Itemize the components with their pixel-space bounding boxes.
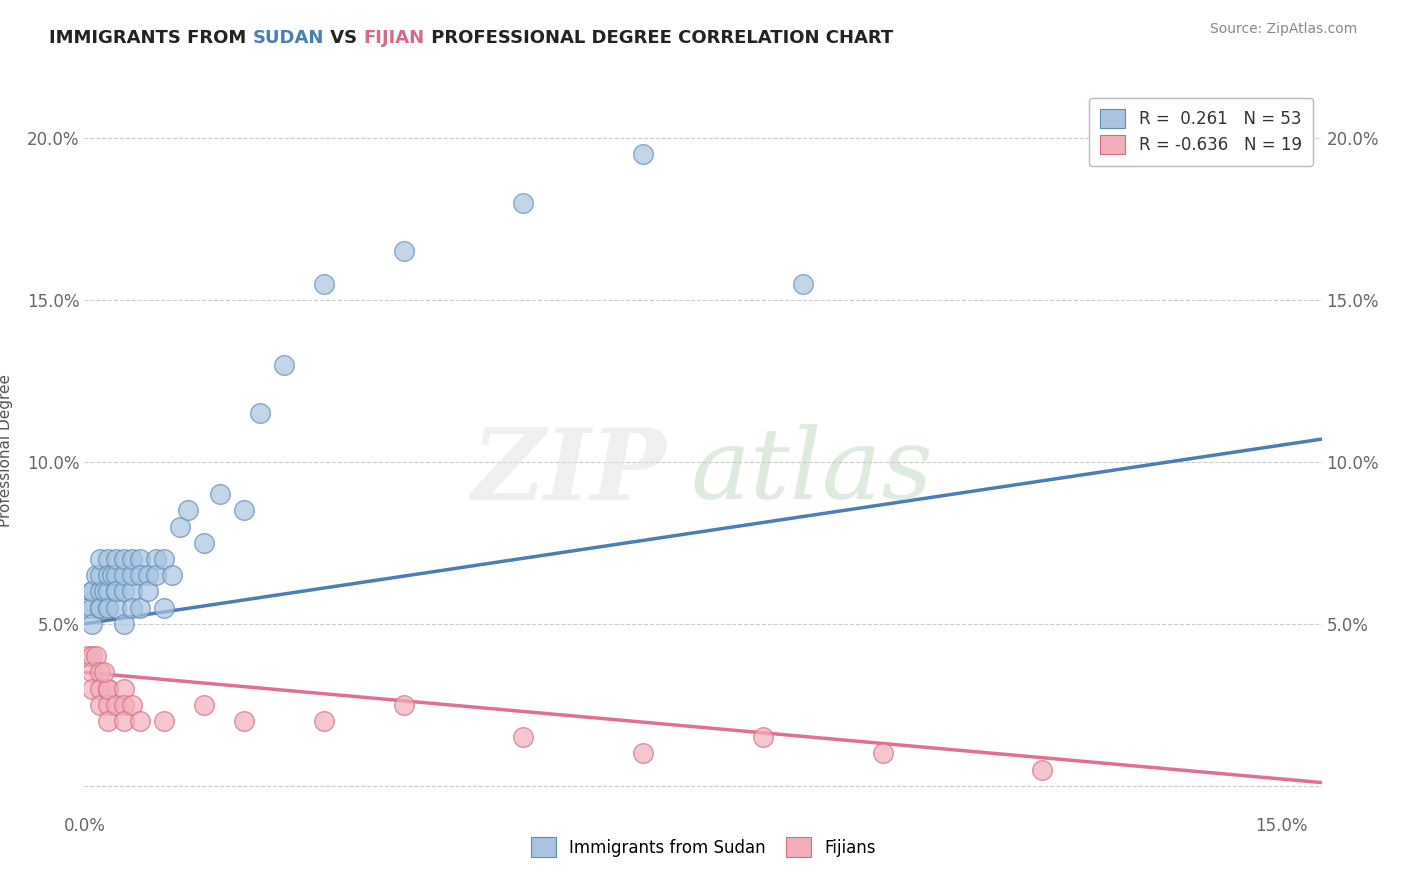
Point (129, 552, 152, 566)
Text: atlas: atlas (690, 425, 934, 520)
Point (89, 665, 111, 680)
Point (177, 503, 200, 517)
Point (273, 358, 295, 372)
Point (193, 698, 215, 712)
Point (112, 698, 135, 712)
Point (145, 568, 167, 582)
Point (121, 698, 143, 712)
Point (121, 568, 143, 582)
Point (129, 714, 152, 728)
Point (101, 568, 124, 582)
Point (97, 568, 120, 582)
Point (752, 730, 775, 744)
Point (105, 698, 128, 712)
Point (392, 698, 415, 712)
Point (82, 681, 104, 696)
Point (82, 665, 104, 680)
Legend: Immigrants from Sudan, Fijians: Immigrants from Sudan, Fijians (519, 826, 887, 869)
Point (112, 714, 135, 728)
Point (89, 681, 111, 696)
Point (392, 244, 415, 259)
Point (209, 487, 232, 501)
Point (97, 552, 120, 566)
Text: VS: VS (325, 29, 364, 46)
Point (160, 568, 183, 582)
Point (169, 519, 191, 533)
Point (112, 568, 135, 582)
Point (93, 665, 115, 680)
Text: Source: ZipAtlas.com: Source: ZipAtlas.com (1209, 22, 1357, 37)
Point (82, 584, 104, 599)
Point (89, 584, 111, 599)
Point (129, 600, 152, 615)
Point (512, 730, 534, 744)
Point (145, 552, 167, 566)
Point (136, 568, 159, 582)
Text: PROFESSIONAL DEGREE CORRELATION CHART: PROFESSIONAL DEGREE CORRELATION CHART (425, 29, 893, 46)
Point (97, 600, 120, 615)
Point (82, 649, 104, 664)
Point (97, 600, 120, 615)
Point (121, 584, 143, 599)
Point (77, 649, 100, 664)
Point (136, 584, 159, 599)
Point (153, 714, 176, 728)
Point (82, 616, 104, 631)
Point (89, 600, 111, 615)
Point (312, 714, 335, 728)
Point (89, 698, 111, 712)
Point (89, 568, 111, 582)
Point (97, 698, 120, 712)
Point (105, 584, 128, 599)
Point (792, 277, 814, 291)
Text: FIJIAN: FIJIAN (364, 29, 425, 46)
Point (249, 406, 271, 420)
Point (512, 195, 534, 210)
Point (153, 600, 176, 615)
Point (121, 600, 143, 615)
Point (89, 600, 111, 615)
Point (121, 552, 143, 566)
Text: IMMIGRANTS FROM: IMMIGRANTS FROM (49, 29, 253, 46)
Point (105, 568, 128, 582)
Point (233, 714, 256, 728)
Point (89, 552, 111, 566)
Y-axis label: Professional Degree: Professional Degree (0, 374, 13, 527)
Point (77, 600, 100, 615)
Point (97, 584, 120, 599)
Point (112, 584, 135, 599)
Point (112, 681, 135, 696)
Point (112, 552, 135, 566)
Point (872, 747, 894, 761)
Point (93, 584, 115, 599)
Point (86, 568, 108, 582)
Point (193, 536, 215, 550)
Point (97, 681, 120, 696)
Text: SUDAN: SUDAN (253, 29, 325, 46)
Point (82, 584, 104, 599)
Point (97, 681, 120, 696)
Point (105, 600, 128, 615)
Text: ZIP: ZIP (471, 424, 666, 520)
Point (105, 584, 128, 599)
Point (233, 503, 256, 517)
Point (97, 714, 120, 728)
Point (112, 616, 135, 631)
Point (631, 147, 654, 161)
Point (105, 552, 128, 566)
Point (153, 552, 176, 566)
Point (86, 649, 108, 664)
Point (631, 747, 654, 761)
Point (82, 600, 104, 615)
Point (129, 568, 152, 582)
Point (1031, 763, 1053, 777)
Point (312, 277, 335, 291)
